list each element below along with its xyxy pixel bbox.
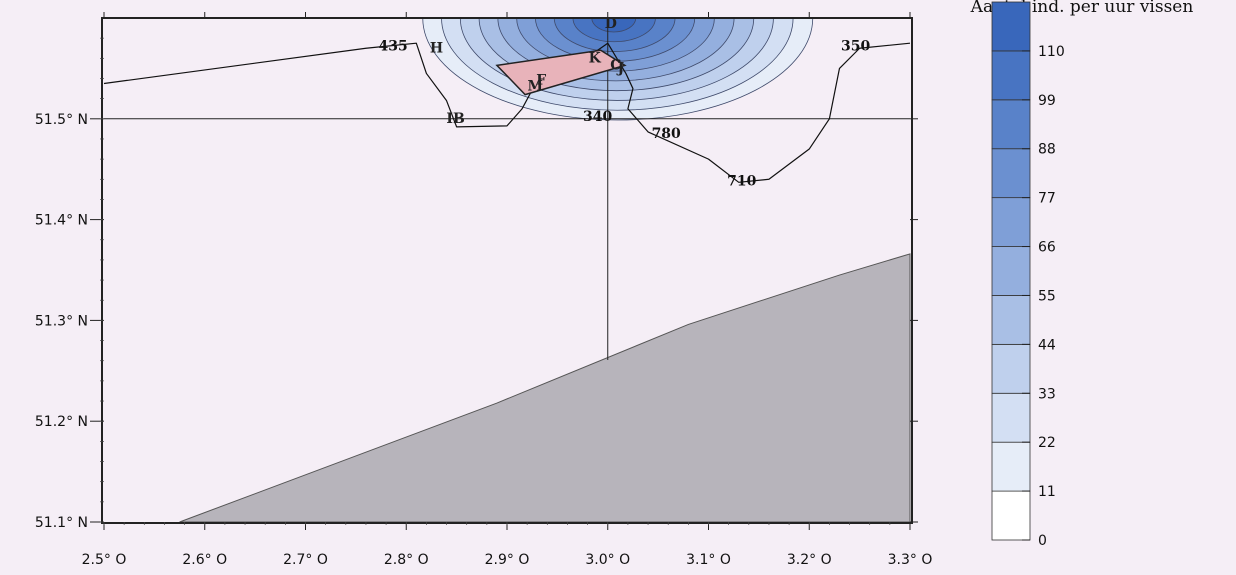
colorbar-swatch-55	[991, 246, 1031, 296]
study-area-polygon	[495, 49, 627, 96]
y-tick-label-1: 51.2° N	[35, 414, 88, 430]
x-tick-label-0: 2.5° O	[82, 552, 127, 568]
station-label-h: H	[430, 40, 443, 56]
colorbar-label-11: 11	[1038, 484, 1056, 500]
colorbar-swatch-0	[991, 490, 1031, 541]
station-label-ib: IB	[446, 111, 465, 127]
y-tick-label-0: 51.1° N	[35, 515, 88, 531]
colorbar-label-55: 55	[1038, 288, 1056, 304]
x-tick-label-5: 3.0° O	[585, 552, 630, 568]
colorbar-swatch-110	[991, 1, 1031, 52]
colorbar-label-33: 33	[1038, 386, 1056, 402]
colorbar: Aantal ind. per uur vissen 0112233445566…	[970, 0, 1194, 549]
colorbar-label-44: 44	[1038, 337, 1056, 353]
station-label-f: F	[536, 73, 546, 89]
x-tick-label-4: 2.9° O	[485, 552, 530, 568]
station-label-d: D	[605, 16, 617, 32]
x-tick-label-6: 3.1° O	[686, 552, 731, 568]
colorbar-swatch-99	[991, 50, 1031, 101]
colorbar-label-0: 0	[1038, 533, 1047, 549]
y-tick-label-3: 51.4° N	[35, 213, 88, 229]
station-label-c: C	[610, 57, 621, 73]
contour-label-2: 340	[583, 109, 612, 125]
contour-label-1: 350	[841, 38, 870, 54]
contour-label-3: 780	[652, 126, 681, 142]
contour-label-4: 710	[727, 173, 756, 189]
colorbar-label-110: 110	[1038, 44, 1065, 60]
y-tick-label-4: 51.5° N	[35, 112, 88, 128]
x-tick-label-7: 3.2° O	[787, 552, 832, 568]
contour-band-110	[591, 18, 637, 33]
y-tick-label-2: 51.3° N	[35, 313, 88, 329]
colorbar-swatch-44	[991, 295, 1031, 345]
colorbar-label-88: 88	[1038, 142, 1056, 158]
x-tick-label-1: 2.6° O	[182, 552, 227, 568]
x-tick-label-2: 2.7° O	[283, 552, 328, 568]
colorbar-swatch-88	[991, 99, 1031, 150]
station-label-j: J	[616, 60, 625, 76]
colorbar-label-77: 77	[1038, 191, 1056, 207]
colorbar-label-99: 99	[1038, 93, 1056, 109]
colorbar-swatch-77	[991, 148, 1031, 199]
map-overlay: 435 350 340 780 710 D H IB MF K CJ	[379, 16, 871, 189]
colorbar-swatch-22	[991, 392, 1031, 443]
station-label-k: K	[589, 50, 602, 66]
x-tick-label-3: 2.8° O	[384, 552, 429, 568]
colorbar-label-66: 66	[1038, 240, 1056, 256]
colorbar-label-22: 22	[1038, 435, 1056, 451]
station-label-m: M	[527, 79, 543, 95]
colorbar-swatch-66	[991, 197, 1031, 247]
contour-line-2	[607, 42, 911, 183]
contour-label-0: 435	[379, 38, 408, 54]
x-tick-label-8: 3.3° O	[888, 552, 933, 568]
axes: 2.5° O 2.6° O 2.7° O 2.8° O 2.9° O 3.0° O 3.1°…	[35, 12, 932, 568]
colorbar-swatch-33	[991, 343, 1031, 394]
colorbar-swatch-11	[991, 441, 1031, 492]
